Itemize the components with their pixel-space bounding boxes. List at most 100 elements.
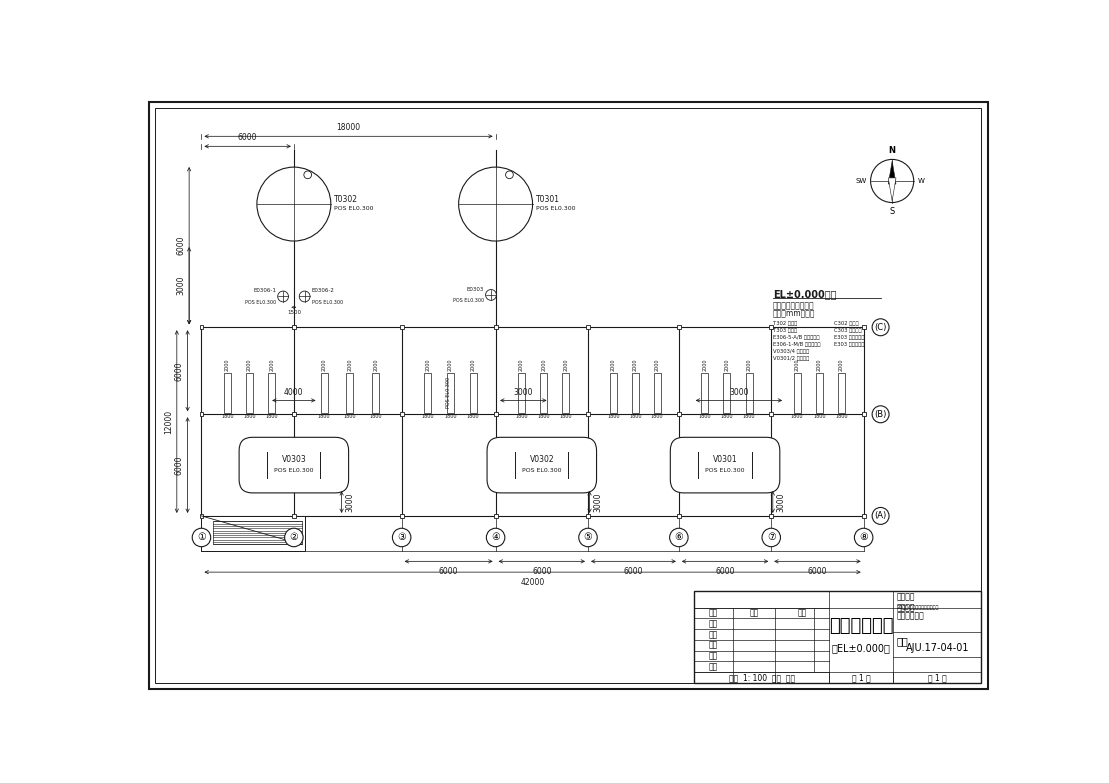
Circle shape <box>872 507 889 525</box>
Text: 签字: 签字 <box>750 608 759 618</box>
Text: 1800: 1800 <box>743 414 755 419</box>
Text: 20万吨/年丙烷脱氢制丙烯装置: 20万吨/年丙烷脱氢制丙烯装置 <box>897 604 939 610</box>
Bar <box>321 373 327 413</box>
Text: 1800: 1800 <box>221 414 234 419</box>
Text: 3000: 3000 <box>776 493 785 512</box>
Text: 1800: 1800 <box>538 414 550 419</box>
Text: 1800: 1800 <box>516 414 528 419</box>
Circle shape <box>872 319 889 336</box>
Text: E0306-1: E0306-1 <box>253 288 276 294</box>
Bar <box>202 516 305 550</box>
Text: T303 丙烯塔: T303 丙烯塔 <box>773 328 797 333</box>
Circle shape <box>459 167 532 241</box>
Bar <box>469 373 477 413</box>
FancyBboxPatch shape <box>670 437 780 493</box>
Text: C303 苯乙烯塔: C303 苯乙烯塔 <box>834 328 862 333</box>
Bar <box>399 514 404 518</box>
Bar <box>610 373 617 413</box>
Polygon shape <box>888 178 896 201</box>
Text: 3000: 3000 <box>593 493 602 512</box>
Circle shape <box>299 291 311 302</box>
Text: POS EL0.300: POS EL0.300 <box>452 298 484 303</box>
Text: 1800: 1800 <box>791 414 803 419</box>
Text: 寸均以mm为单位: 寸均以mm为单位 <box>773 309 815 319</box>
Text: 2000: 2000 <box>817 359 822 371</box>
Text: E0306-2: E0306-2 <box>312 288 335 294</box>
Text: （EL±0.000）: （EL±0.000） <box>832 643 891 653</box>
Text: POS EL0.300: POS EL0.300 <box>274 468 314 473</box>
Text: S: S <box>889 207 895 216</box>
Text: 42000: 42000 <box>520 578 545 586</box>
Bar <box>770 326 773 329</box>
Bar <box>447 373 454 413</box>
Text: 审核: 审核 <box>709 651 719 661</box>
Bar <box>399 413 404 417</box>
Text: 审定: 审定 <box>709 662 719 671</box>
Bar <box>425 373 431 413</box>
Bar <box>586 413 590 417</box>
Text: EL±0.000平面: EL±0.000平面 <box>773 289 836 299</box>
Circle shape <box>579 529 598 547</box>
Circle shape <box>285 529 303 547</box>
Text: 日期: 日期 <box>797 608 806 618</box>
Text: 2000: 2000 <box>654 359 660 371</box>
Bar <box>540 373 547 413</box>
Text: 2000: 2000 <box>724 359 730 371</box>
Text: 1800: 1800 <box>835 414 847 419</box>
Text: C302 乙苯塔: C302 乙苯塔 <box>834 321 859 326</box>
Text: 2000: 2000 <box>347 359 353 371</box>
Bar <box>373 373 379 413</box>
Bar <box>562 373 569 413</box>
Text: 6000: 6000 <box>623 567 643 576</box>
Circle shape <box>486 290 497 301</box>
Text: ⑥: ⑥ <box>674 532 683 543</box>
Text: 2000: 2000 <box>611 359 615 371</box>
Bar <box>200 326 203 329</box>
Text: 1800: 1800 <box>265 414 278 419</box>
Text: (A): (A) <box>875 511 887 521</box>
Bar <box>862 514 866 518</box>
Text: V0303: V0303 <box>282 455 306 464</box>
Bar <box>346 373 354 413</box>
Circle shape <box>854 529 873 547</box>
Text: 1500: 1500 <box>287 310 301 316</box>
Circle shape <box>304 171 312 179</box>
Text: 12000: 12000 <box>164 410 173 434</box>
Text: ②: ② <box>289 532 298 543</box>
Bar <box>213 521 302 544</box>
Bar <box>268 373 275 413</box>
Text: POS EL0.300: POS EL0.300 <box>705 468 745 473</box>
Bar <box>494 413 498 417</box>
Text: 2000: 2000 <box>563 359 568 371</box>
Text: E0303: E0303 <box>467 287 484 292</box>
Text: 1800: 1800 <box>344 414 356 419</box>
Text: 2000: 2000 <box>519 359 523 371</box>
Text: 第 1 张: 第 1 张 <box>852 673 871 682</box>
Circle shape <box>670 529 688 547</box>
Text: 6000: 6000 <box>807 567 827 576</box>
Text: 6000: 6000 <box>176 236 185 255</box>
Text: 1800: 1800 <box>629 414 641 419</box>
Text: 6000: 6000 <box>439 567 458 576</box>
Text: E303 丙烯再沸器: E303 丙烯再沸器 <box>834 335 865 340</box>
Text: POS EL0.300: POS EL0.300 <box>522 468 561 473</box>
Text: T0301: T0301 <box>536 195 560 204</box>
Text: POS EL0.300: POS EL0.300 <box>312 300 343 305</box>
Text: 1800: 1800 <box>467 414 479 419</box>
Text: 6000: 6000 <box>532 567 551 576</box>
Text: 2000: 2000 <box>633 359 638 371</box>
Text: 1800: 1800 <box>318 414 330 419</box>
Text: 3000: 3000 <box>730 388 749 396</box>
Text: 共 1 张: 共 1 张 <box>928 673 947 682</box>
Text: 设计: 设计 <box>709 619 719 628</box>
Text: V0301/2 产品储罐: V0301/2 产品储罐 <box>773 355 810 361</box>
Bar <box>723 373 731 413</box>
Bar <box>770 413 773 417</box>
Text: 1800: 1800 <box>421 414 435 419</box>
Text: (C): (C) <box>874 323 887 332</box>
Bar <box>586 514 590 518</box>
Text: 6000: 6000 <box>175 361 184 381</box>
Circle shape <box>393 529 411 547</box>
Text: ⑤: ⑤ <box>583 532 592 543</box>
Text: 1800: 1800 <box>651 414 663 419</box>
